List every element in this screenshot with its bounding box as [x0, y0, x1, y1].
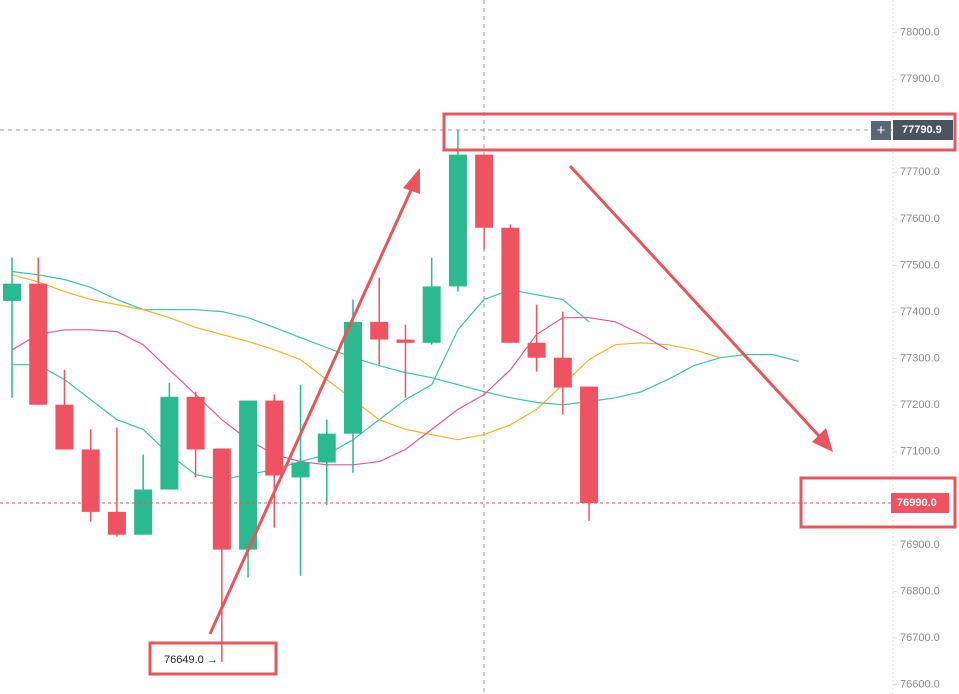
- candle-body: [134, 489, 153, 535]
- arrow-head: [812, 428, 833, 452]
- y-tick-label: 76700.0: [900, 632, 940, 644]
- y-tick-label: 76600.0: [900, 679, 940, 691]
- last-price-label: 76990.0: [897, 497, 937, 509]
- candle-body: [81, 449, 100, 512]
- arrow-head: [403, 168, 420, 194]
- candle-body: [265, 400, 284, 476]
- y-tick-label: 77600.0: [900, 213, 940, 225]
- candle-body: [448, 154, 467, 287]
- last-price-bg: [891, 493, 949, 514]
- y-tick-label: 77700.0: [900, 166, 940, 178]
- candle-body: [29, 283, 48, 405]
- y-tick-label: 78000.0: [900, 27, 940, 39]
- y-tick-label: 77200.0: [900, 399, 940, 411]
- y-tick-label: 77400.0: [900, 306, 940, 318]
- candle-body: [527, 342, 546, 358]
- candle-body: [396, 339, 415, 343]
- candle-body: [291, 462, 310, 478]
- add-button[interactable]: [871, 121, 891, 140]
- candle-body: [553, 357, 572, 388]
- candle-body: [317, 433, 336, 463]
- highlight-box: [442, 112, 957, 152]
- candle-body: [160, 396, 179, 490]
- candle-body: [501, 227, 520, 343]
- candle-body: [212, 448, 231, 550]
- candle-body: [580, 386, 599, 504]
- y-tick-label: 76900.0: [900, 539, 940, 551]
- y-tick-label: 76800.0: [900, 585, 940, 597]
- crosshair-label-bg: [893, 119, 953, 140]
- candle-body: [343, 321, 362, 434]
- y-tick-label: 77100.0: [900, 446, 940, 458]
- add-icon[interactable]: +: [877, 122, 886, 139]
- crosshair-label: 77790.9: [902, 124, 942, 136]
- highlight-box: [148, 641, 278, 676]
- candle-body: [239, 400, 258, 550]
- candle-body: [55, 404, 74, 450]
- candle-body: [186, 396, 205, 450]
- candle-body: [107, 511, 126, 535]
- moving-average: [11, 317, 669, 466]
- plot: 76600.076700.076800.076900.077000.077100…: [0, 27, 953, 691]
- candle-body: [370, 321, 389, 340]
- candle-body: [3, 283, 21, 301]
- moving-average: [11, 274, 721, 441]
- candle-body: [422, 286, 441, 343]
- arrow: [208, 187, 414, 635]
- candle-body: [475, 154, 494, 228]
- arrow: [568, 164, 822, 439]
- y-tick-label: 77300.0: [900, 353, 940, 365]
- highlight-box: [799, 476, 957, 529]
- annotations: 76649.0 → +: [148, 112, 957, 676]
- y-tick-label: 77900.0: [900, 73, 940, 85]
- low-annotation: 76649.0 →: [164, 654, 218, 666]
- y-tick-label: 77500.0: [900, 259, 940, 271]
